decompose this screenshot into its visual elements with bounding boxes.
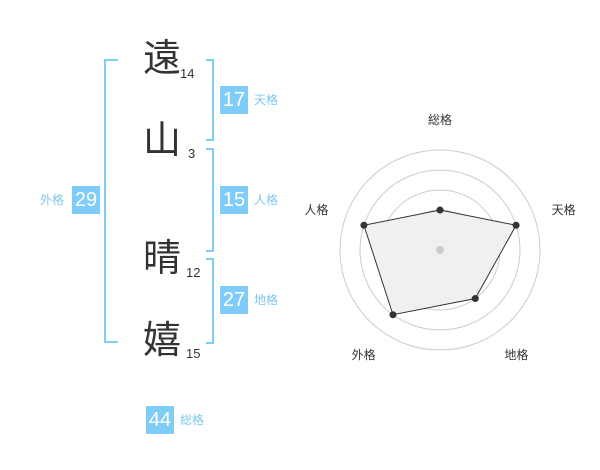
radar-center bbox=[436, 246, 444, 254]
tenkaku-label: 天格 bbox=[254, 93, 279, 107]
radar-point bbox=[512, 221, 520, 229]
chikaku-bracket bbox=[206, 258, 214, 344]
radar-point bbox=[471, 295, 479, 303]
jinkaku-label: 人格 bbox=[254, 193, 279, 207]
radar-axis-label: 外格 bbox=[352, 347, 376, 362]
gaikaku-label: 外格 bbox=[40, 193, 65, 207]
chikaku-value: 27 bbox=[220, 286, 248, 314]
stroke-count-4: 15 bbox=[186, 346, 201, 361]
radar-axis-label: 人格 bbox=[304, 202, 328, 217]
radar-axis-label: 天格 bbox=[552, 202, 576, 217]
stroke-count-3: 12 bbox=[186, 265, 201, 280]
stroke-count-1: 14 bbox=[180, 66, 195, 81]
soukaku-label: 総格 bbox=[180, 413, 205, 427]
chikaku-label: 地格 bbox=[254, 293, 279, 307]
soukaku-value: 44 bbox=[146, 406, 174, 434]
radar-polygon bbox=[363, 209, 517, 316]
tenkaku-bracket bbox=[206, 59, 214, 141]
jinkaku-bracket bbox=[206, 148, 214, 252]
radar-ring bbox=[359, 169, 521, 331]
name-char-3: 晴 bbox=[142, 236, 181, 280]
tenkaku-value: 17 bbox=[220, 86, 248, 114]
jinkaku-value: 15 bbox=[220, 186, 248, 214]
radar-point bbox=[360, 221, 368, 229]
radar-ring bbox=[339, 149, 541, 351]
stroke-count-2: 3 bbox=[188, 146, 196, 161]
name-char-1: 遠 bbox=[142, 36, 181, 80]
radar-axis-label: 地格 bbox=[504, 347, 528, 362]
name-char-2: 山 bbox=[142, 118, 181, 162]
radar-axis-label: 総格 bbox=[428, 112, 452, 127]
gaikaku-value: 29 bbox=[72, 186, 100, 214]
name-char-4: 嬉 bbox=[142, 318, 181, 362]
radar-point bbox=[436, 206, 444, 214]
radar-point bbox=[389, 311, 397, 319]
gaikaku-bracket bbox=[104, 59, 118, 343]
